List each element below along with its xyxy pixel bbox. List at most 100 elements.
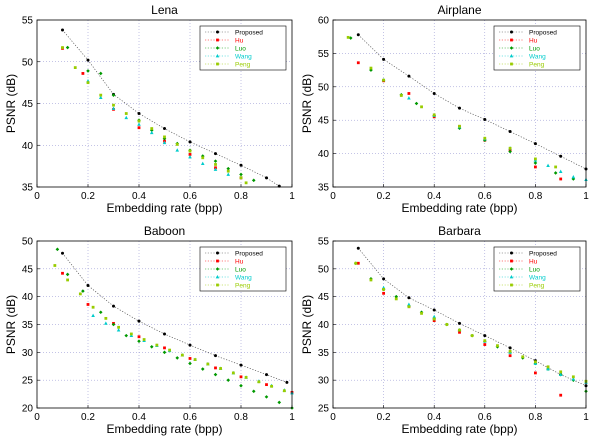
data-point [111, 322, 116, 327]
series-peng [53, 264, 286, 393]
data-point [508, 146, 512, 150]
data-point [496, 344, 499, 348]
data-point [257, 380, 261, 384]
data-point [282, 389, 286, 393]
chart-title: Baboon [144, 224, 185, 238]
data-point [508, 349, 512, 353]
legend-marker [510, 38, 513, 42]
y-tick-label: 40 [318, 320, 330, 331]
data-point [150, 127, 154, 130]
data-point [116, 328, 121, 332]
y-tick-label: 55 [22, 16, 34, 27]
data-point [200, 367, 205, 371]
x-tick-label: 0 [330, 412, 336, 423]
data-point [533, 142, 537, 146]
data-point [554, 165, 558, 169]
data-point [200, 161, 205, 166]
data-point [546, 367, 550, 371]
y-tick-label: 35 [318, 183, 330, 194]
data-point [244, 375, 248, 379]
data-point [61, 46, 64, 49]
data-point [61, 271, 64, 275]
x-tick-label: 0.4 [427, 412, 441, 423]
x-tick-label: 0.2 [377, 191, 391, 202]
data-point [382, 291, 385, 295]
data-point [534, 165, 537, 169]
data-point [414, 101, 419, 106]
data-point [213, 372, 218, 377]
legend-label: Proposed [235, 29, 263, 36]
data-point [193, 358, 197, 361]
legend-marker [509, 54, 514, 58]
data-point [65, 45, 70, 50]
data-point [226, 378, 231, 382]
data-point [111, 106, 116, 110]
data-point [399, 94, 403, 97]
data-point [348, 36, 353, 40]
data-point [382, 78, 385, 82]
data-point [61, 28, 64, 32]
legend-marker [510, 62, 513, 66]
data-point [129, 332, 133, 336]
chart-title: Airplane [437, 3, 481, 17]
data-point [214, 152, 217, 156]
legend-entry: Hu [205, 37, 244, 44]
data-point [112, 103, 115, 107]
data-point [168, 348, 171, 352]
legend-marker [216, 251, 219, 255]
data-point [508, 149, 512, 154]
data-point [180, 353, 184, 357]
legend-marker [216, 38, 219, 42]
legend-entry: Luo [499, 266, 540, 273]
legend-entry: Peng [499, 282, 545, 289]
legend-marker [216, 259, 219, 263]
data-point [124, 333, 129, 338]
legend-label: Wang [529, 53, 546, 60]
data-point [188, 140, 192, 144]
data-point [231, 371, 235, 375]
data-point [73, 66, 77, 69]
legend-entry: Hu [499, 258, 538, 265]
data-point [432, 317, 436, 321]
data-point [104, 321, 108, 325]
x-tick-label: 0.4 [132, 191, 146, 202]
data-point [163, 127, 166, 131]
data-point [356, 246, 360, 250]
data-point [137, 126, 141, 130]
data-point [559, 154, 563, 158]
data-point [53, 264, 57, 267]
legend-label: Peng [529, 61, 545, 68]
legend-entry: Luo [499, 45, 540, 52]
data-point [188, 153, 192, 156]
legend-label: Peng [235, 61, 251, 68]
series-line [358, 34, 587, 170]
data-point [163, 332, 166, 336]
x-axis-label: Embedding rate (bpp) [106, 422, 222, 436]
data-point [508, 346, 512, 350]
x-tick-label: 0.2 [377, 412, 391, 423]
legend-marker [510, 259, 513, 263]
data-point [226, 169, 230, 173]
legend-marker [510, 283, 513, 287]
series-line [62, 252, 288, 383]
data-point [458, 328, 461, 332]
x-tick-label: 0.8 [234, 191, 248, 202]
data-point [407, 96, 411, 100]
data-point [81, 72, 85, 75]
chart-title: Lena [151, 3, 178, 17]
data-point [214, 366, 217, 370]
data-point [382, 288, 385, 291]
legend-label: Hu [235, 37, 244, 44]
y-tick-label: 45 [22, 264, 34, 275]
y-axis-label: PSNR (dB) [300, 74, 314, 133]
data-point [369, 278, 373, 282]
data-point [149, 130, 154, 135]
data-point [112, 304, 115, 308]
y-tick-label: 40 [318, 149, 330, 160]
y-tick-label: 40 [22, 141, 34, 152]
data-point [239, 363, 243, 367]
data-point [86, 58, 90, 62]
legend-marker [509, 275, 514, 279]
data-point [458, 330, 461, 334]
